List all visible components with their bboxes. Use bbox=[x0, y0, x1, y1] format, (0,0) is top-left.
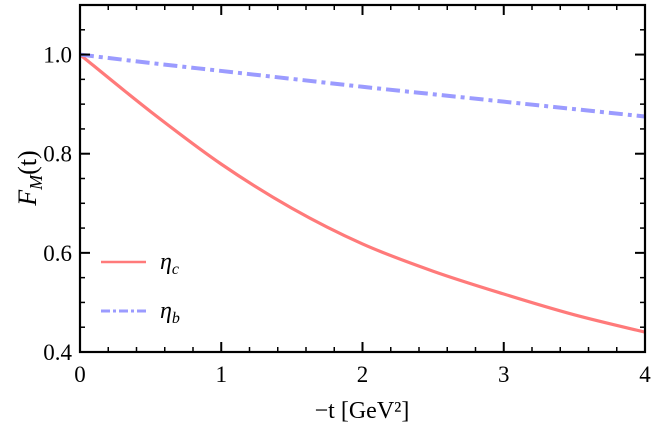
x-tick-label: 4 bbox=[639, 362, 651, 387]
x-axis-label: −t [GeV²] bbox=[315, 398, 410, 424]
y-tick-label: 0.6 bbox=[43, 241, 72, 266]
x-tick-label: 3 bbox=[498, 362, 510, 387]
series-line-b bbox=[79, 52, 646, 119]
y-axis-label: FM(t) bbox=[13, 150, 46, 206]
y-tick-label: 1.0 bbox=[43, 43, 72, 68]
x-tick-label: 0 bbox=[74, 362, 86, 387]
x-tick-label: 1 bbox=[216, 362, 228, 387]
y-tick-label: 0.8 bbox=[43, 142, 72, 167]
legend-label-c: ηc bbox=[160, 249, 179, 278]
legend-label-b: ηb bbox=[160, 298, 180, 327]
y-tick-label: 0.4 bbox=[43, 340, 72, 365]
x-tick-label: 2 bbox=[357, 362, 369, 387]
series-line-c bbox=[78, 53, 646, 334]
